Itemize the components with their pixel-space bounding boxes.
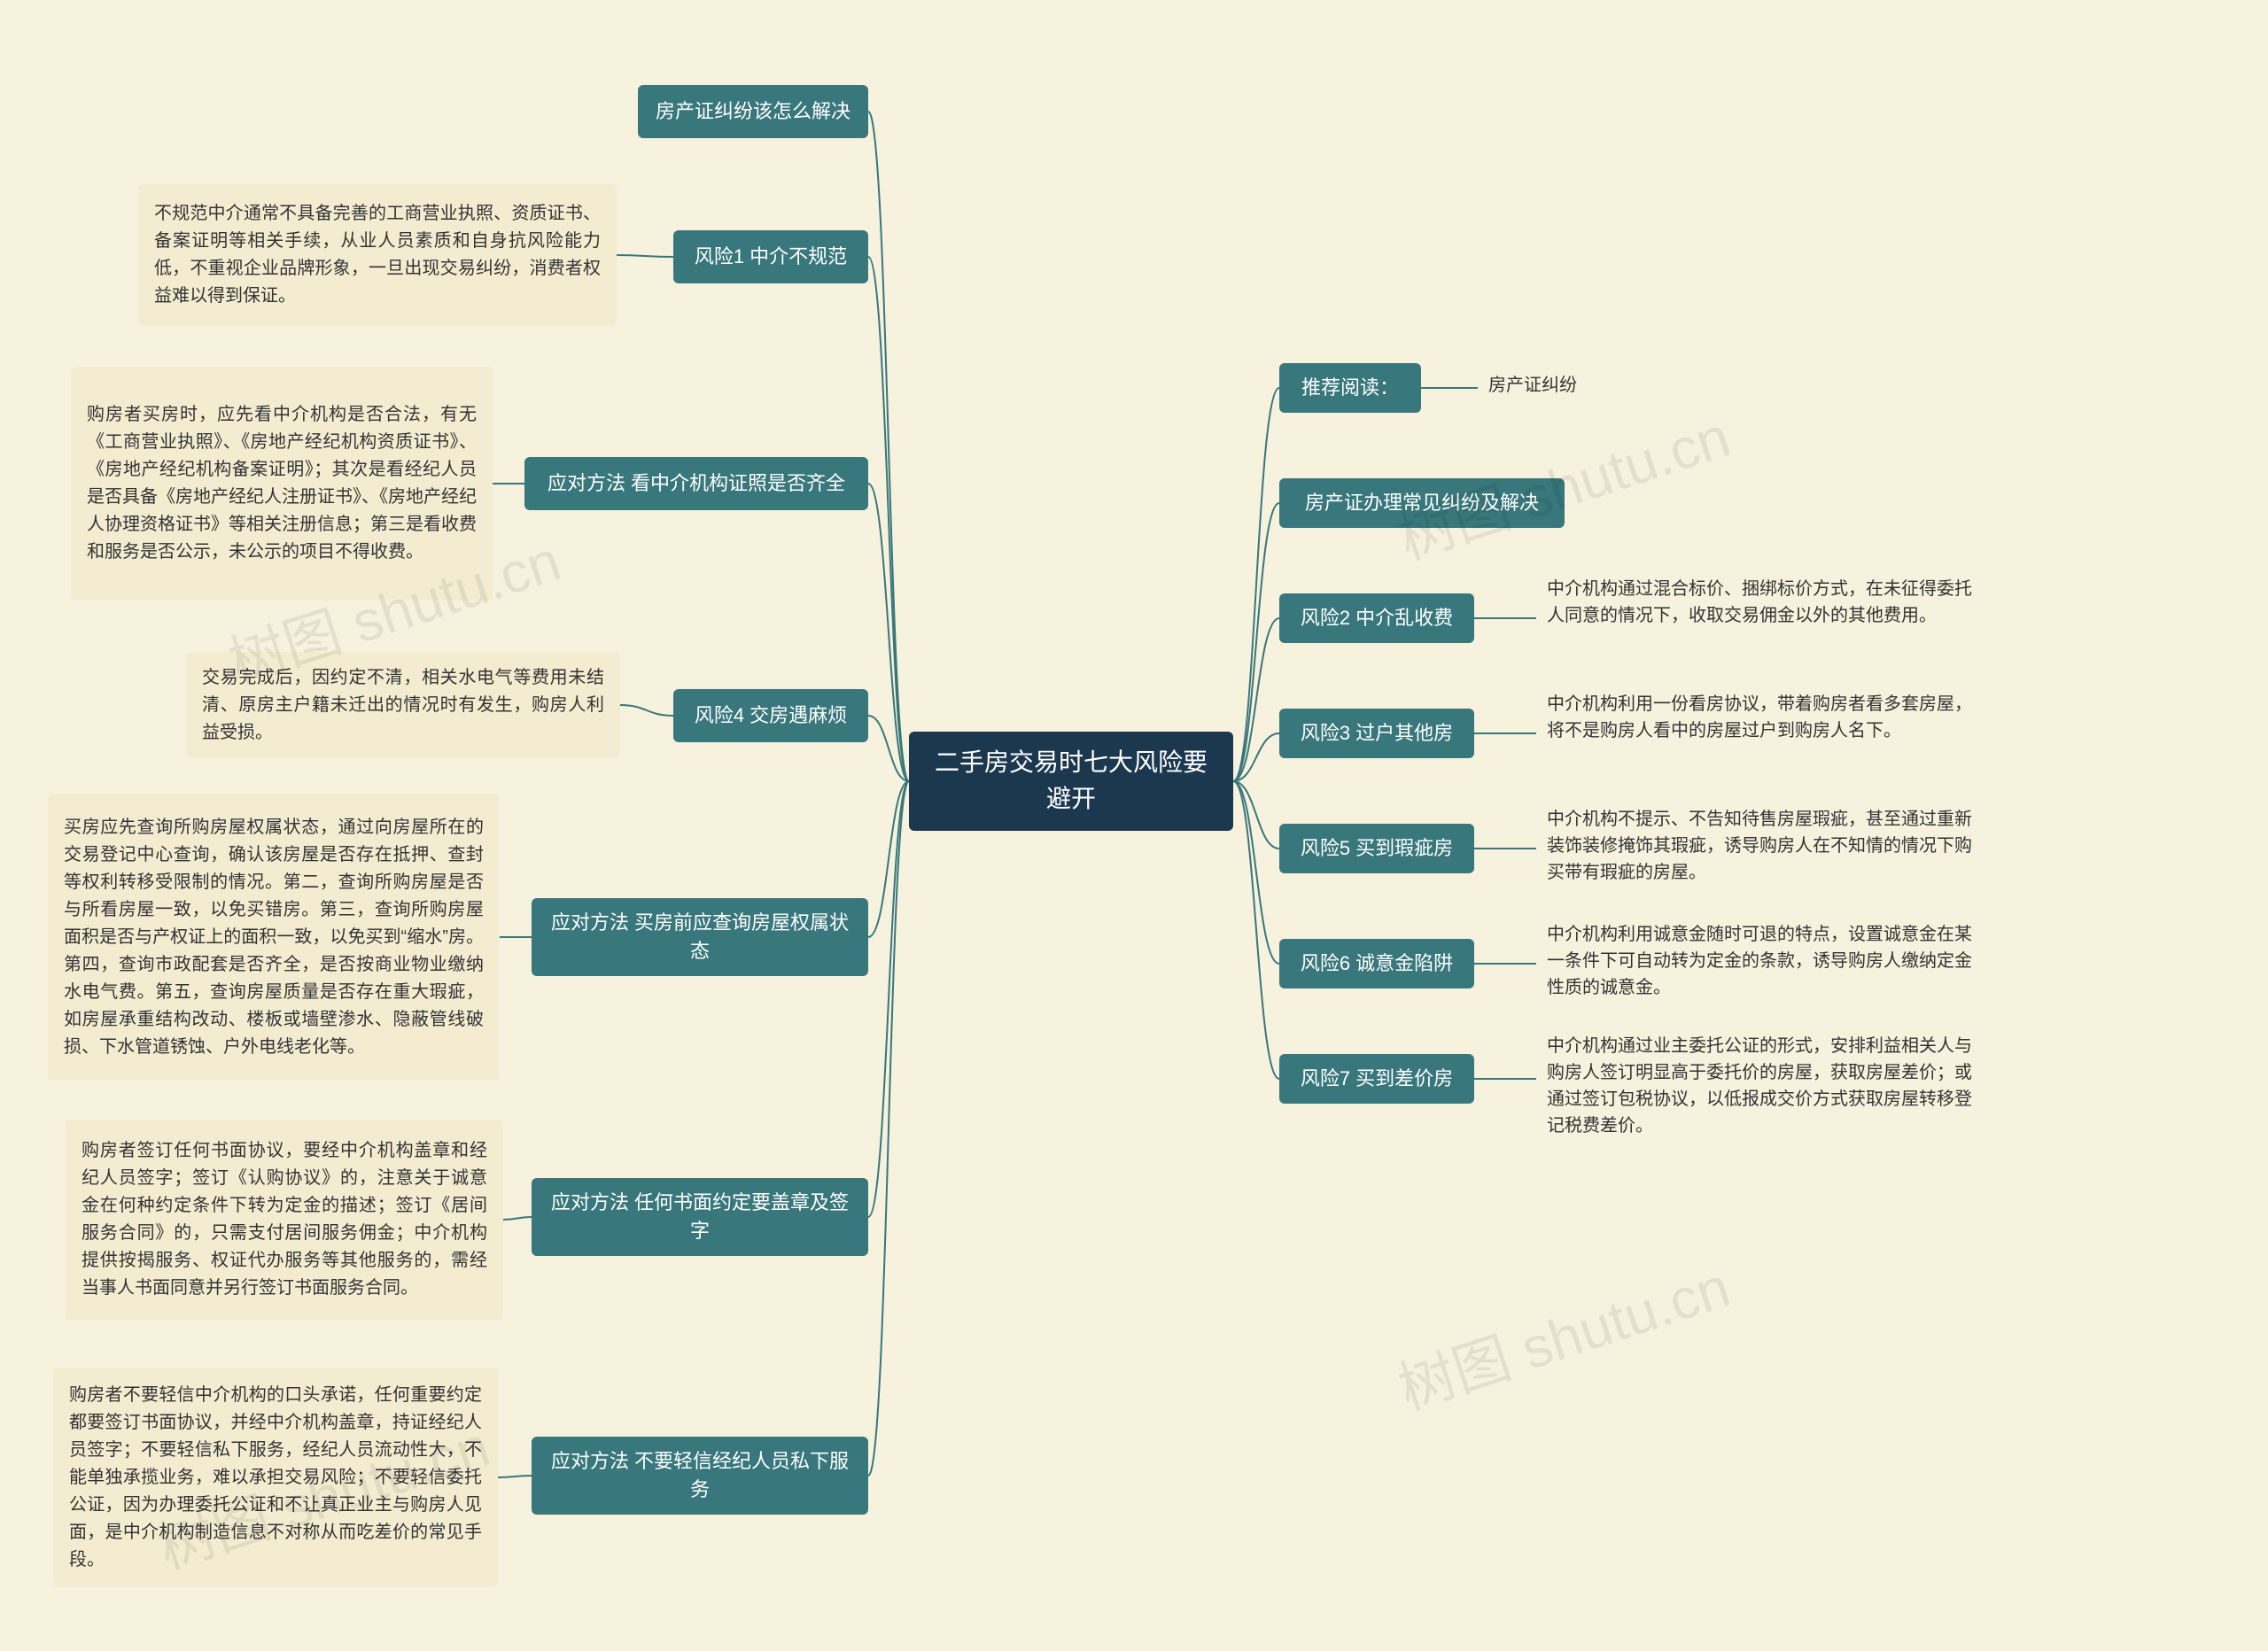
leaf-text-r6: 中介机构利用诚意金随时可退的特点，设置诚意金在某一条件下可自动转为定金的条款，诱… (1547, 921, 1972, 1001)
leaf-text-r3: 中介机构通过混合标价、捆绑标价方式，在未征得委托人同意的情况下，收取交易佣金以外… (1547, 576, 1972, 629)
leaf-text-r7: 中介机构通过业主委托公证的形式，安排利益相关人与购房人签订明显高于委托价的房屋，… (1547, 1033, 1972, 1139)
topic-node-l6[interactable]: 应对方法 任何书面约定要盖章及签 字 (532, 1178, 868, 1256)
topic-node-r7[interactable]: 风险7 买到差价房 (1279, 1054, 1474, 1104)
topic-node-l2[interactable]: 风险1 中介不规范 (673, 230, 868, 283)
root-node[interactable]: 二手房交易时七大风险要 避开 (909, 732, 1233, 831)
topic-node-l3[interactable]: 应对方法 看中介机构证照是否齐全 (524, 457, 868, 510)
note-l4: 交易完成后，因约定不清，相关水电气等费用未结清、原房主户籍未迁出的情况时有发生，… (186, 652, 620, 758)
topic-node-l5[interactable]: 应对方法 买房前应查询房屋权属状 态 (532, 898, 868, 976)
topic-node-r6[interactable]: 风险6 诚意金陷阱 (1279, 939, 1474, 988)
topic-node-l4[interactable]: 风险4 交房遇麻烦 (673, 689, 868, 742)
topic-node-l1[interactable]: 房产证纠纷该怎么解决 (638, 85, 868, 138)
topic-node-r2[interactable]: 房产证办理常见纠纷及解决 (1279, 478, 1565, 528)
note-l2: 不规范中介通常不具备完善的工商营业执照、资质证书、备案证明等相关手续，从业人员素… (138, 184, 617, 326)
note-l7: 购房者不要轻信中介机构的口头承诺，任何重要约定都要签订书面协议，并经中介机构盖章… (53, 1368, 498, 1587)
topic-node-r5[interactable]: 风险5 买到瑕疵房 (1279, 824, 1474, 873)
topic-node-r1[interactable]: 推荐阅读： (1279, 363, 1421, 413)
topic-node-r4[interactable]: 风险3 过户其他房 (1279, 709, 1474, 758)
note-l3: 购房者买房时，应先看中介机构是否合法，有无《工商营业执照》、《房地产经纪机构资质… (71, 367, 493, 601)
topic-node-l7[interactable]: 应对方法 不要轻信经纪人员私下服 务 (532, 1437, 868, 1515)
leaf-text-r5: 中介机构不提示、不告知待售房屋瑕疵，甚至通过重新装饰装修掩饰其瑕疵，诱导购房人在… (1547, 806, 1972, 886)
leaf-text-r1: 房产证纠纷 (1488, 372, 1577, 399)
note-l5: 买房应先查询所购房屋权属状态，通过向房屋所在的交易登记中心查询，确认该房屋是否存… (48, 794, 500, 1081)
note-l6: 购房者签订任何书面协议，要经中介机构盖章和经纪人员签字；签订《认购协议》的，注意… (66, 1120, 503, 1320)
topic-node-r3[interactable]: 风险2 中介乱收费 (1279, 593, 1474, 643)
leaf-text-r4: 中介机构利用一份看房协议，带着购房者看多套房屋，将不是购房人看中的房屋过户到购房… (1547, 691, 1972, 744)
